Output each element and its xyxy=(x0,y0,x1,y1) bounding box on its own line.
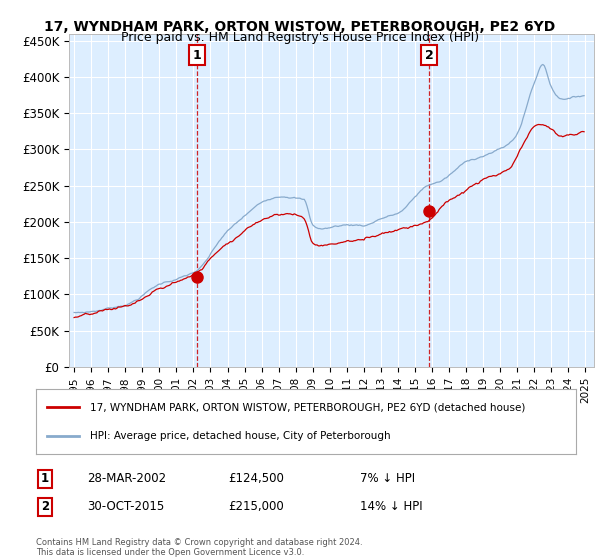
Text: HPI: Average price, detached house, City of Peterborough: HPI: Average price, detached house, City… xyxy=(90,431,391,441)
Text: 7% ↓ HPI: 7% ↓ HPI xyxy=(360,472,415,486)
Text: 28-MAR-2002: 28-MAR-2002 xyxy=(87,472,166,486)
Text: 1: 1 xyxy=(41,472,49,486)
Text: 2: 2 xyxy=(425,49,434,62)
Text: 2: 2 xyxy=(41,500,49,514)
Text: £215,000: £215,000 xyxy=(228,500,284,514)
Text: Contains HM Land Registry data © Crown copyright and database right 2024.
This d: Contains HM Land Registry data © Crown c… xyxy=(36,538,362,557)
Text: 30-OCT-2015: 30-OCT-2015 xyxy=(87,500,164,514)
Text: 17, WYNDHAM PARK, ORTON WISTOW, PETERBOROUGH, PE2 6YD (detached house): 17, WYNDHAM PARK, ORTON WISTOW, PETERBOR… xyxy=(90,402,526,412)
Text: £124,500: £124,500 xyxy=(228,472,284,486)
Text: Price paid vs. HM Land Registry's House Price Index (HPI): Price paid vs. HM Land Registry's House … xyxy=(121,31,479,44)
Text: 17, WYNDHAM PARK, ORTON WISTOW, PETERBOROUGH, PE2 6YD: 17, WYNDHAM PARK, ORTON WISTOW, PETERBOR… xyxy=(44,20,556,34)
Text: 14% ↓ HPI: 14% ↓ HPI xyxy=(360,500,422,514)
Text: 1: 1 xyxy=(193,49,202,62)
